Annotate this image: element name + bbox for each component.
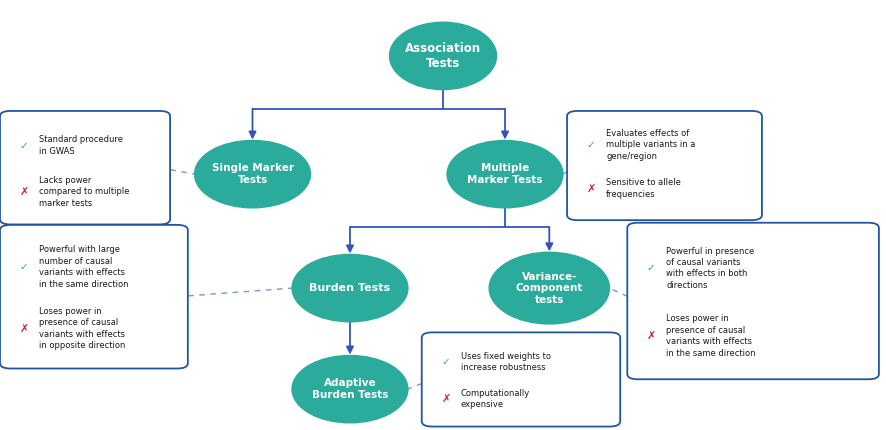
Text: Association
Tests: Association Tests [405,42,481,70]
Text: Loses power in
presence of causal
variants with effects
in the same direction: Loses power in presence of causal varian… [666,314,756,358]
FancyBboxPatch shape [422,332,620,427]
Text: Sensitive to allele
frequencies: Sensitive to allele frequencies [606,178,681,199]
Text: ✗: ✗ [647,331,657,341]
FancyBboxPatch shape [567,111,762,220]
Text: Computationally
expensive: Computationally expensive [461,389,530,409]
Text: Standard procedure
in GWAS: Standard procedure in GWAS [39,135,123,156]
Text: Uses fixed weights to
increase robustness: Uses fixed weights to increase robustnes… [461,352,551,372]
Text: Adaptive
Burden Tests: Adaptive Burden Tests [312,378,388,400]
Text: ✓: ✓ [19,262,28,272]
Text: ✗: ✗ [587,184,596,194]
FancyBboxPatch shape [0,111,170,224]
Text: ✗: ✗ [19,187,29,197]
Text: Lacks power
compared to multiple
marker tests: Lacks power compared to multiple marker … [39,176,129,208]
Text: ✗: ✗ [441,394,451,404]
FancyBboxPatch shape [0,225,188,369]
Text: Evaluates effects of
multiple variants in a
gene/region: Evaluates effects of multiple variants i… [606,129,696,160]
Ellipse shape [447,141,563,208]
Text: ✗: ✗ [19,323,29,333]
Ellipse shape [292,255,408,322]
Ellipse shape [390,22,496,89]
Text: ✓: ✓ [587,140,595,150]
Ellipse shape [195,141,310,208]
FancyBboxPatch shape [627,223,879,379]
Text: Powerful in presence
of causal variants
with effects in both
directions: Powerful in presence of causal variants … [666,246,755,290]
Text: Multiple
Marker Tests: Multiple Marker Tests [467,163,543,185]
Text: Single Marker
Tests: Single Marker Tests [212,163,293,185]
Text: ✓: ✓ [19,141,28,150]
Ellipse shape [489,253,609,323]
Text: ✓: ✓ [647,263,656,273]
Text: Variance-
Component
tests: Variance- Component tests [516,271,583,305]
Text: Burden Tests: Burden Tests [309,283,391,293]
Text: ✓: ✓ [441,357,450,367]
Text: Powerful with large
number of causal
variants with effects
in the same direction: Powerful with large number of causal var… [39,246,128,289]
Ellipse shape [292,356,408,422]
Text: Loses power in
presence of causal
variants with effects
in opposite direction: Loses power in presence of causal varian… [39,307,125,350]
